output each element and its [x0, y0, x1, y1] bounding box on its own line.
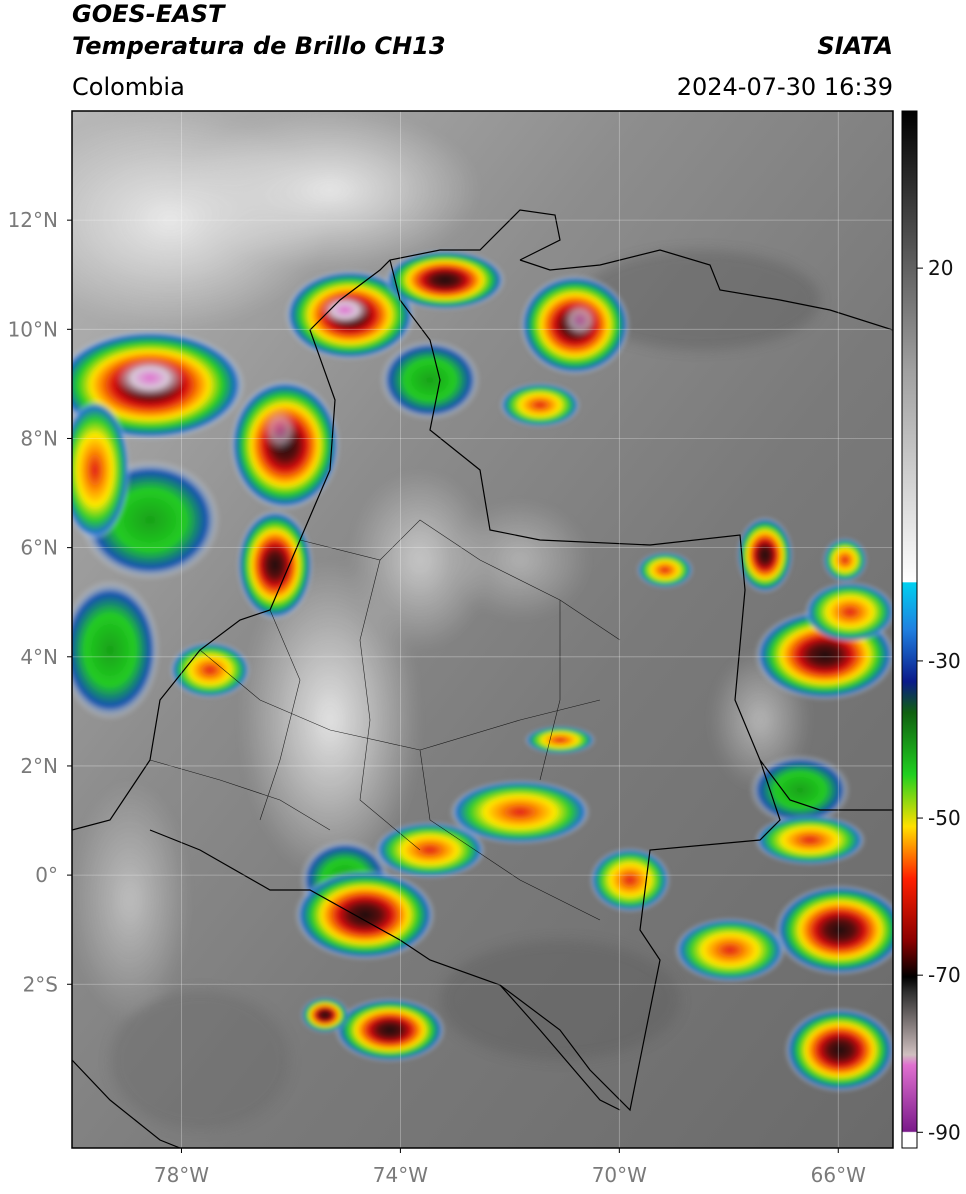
colorbar-tick-label: -70	[928, 963, 961, 987]
grid	[72, 111, 893, 1148]
y-tick-label: 8°N	[20, 426, 58, 450]
colorbar-tick-label: -50	[928, 806, 961, 830]
colorbar-tick-label: -30	[928, 649, 961, 673]
title: GOES-EAST	[72, 0, 226, 28]
region: Colombia	[72, 73, 185, 101]
y-tick-label: 10°N	[8, 317, 58, 341]
colorbar	[901, 110, 918, 1149]
x-tick-label: 70°W	[592, 1163, 647, 1187]
satellite-image	[72, 111, 893, 1148]
y-tick-label: 6°N	[20, 536, 58, 560]
colorbar-tick-label: 20	[928, 256, 953, 280]
source: SIATA	[817, 32, 893, 60]
y-tick-label: 2°N	[20, 754, 58, 778]
x-tick-label: 66°W	[811, 1163, 866, 1187]
timestamp: 2024-07-30 16:39	[677, 73, 893, 101]
x-tick-label: 74°W	[373, 1163, 428, 1187]
ticks: 78°W 74°W 70°W 66°W 12°N 10°N 8°N 6°N 4°N 2°N 0° 2°…	[8, 208, 961, 1187]
subtitle: Temperatura de Brillo CH13	[72, 32, 446, 60]
y-tick-label: 4°N	[20, 645, 58, 669]
y-tick-label: 2°S	[23, 972, 58, 996]
x-tick-label: 78°W	[154, 1163, 209, 1187]
colorbar-tick-label: -90	[928, 1120, 961, 1144]
map-frame	[71, 110, 894, 1149]
y-tick-label: 0°	[35, 863, 58, 887]
y-tick-label: 12°N	[8, 208, 58, 232]
